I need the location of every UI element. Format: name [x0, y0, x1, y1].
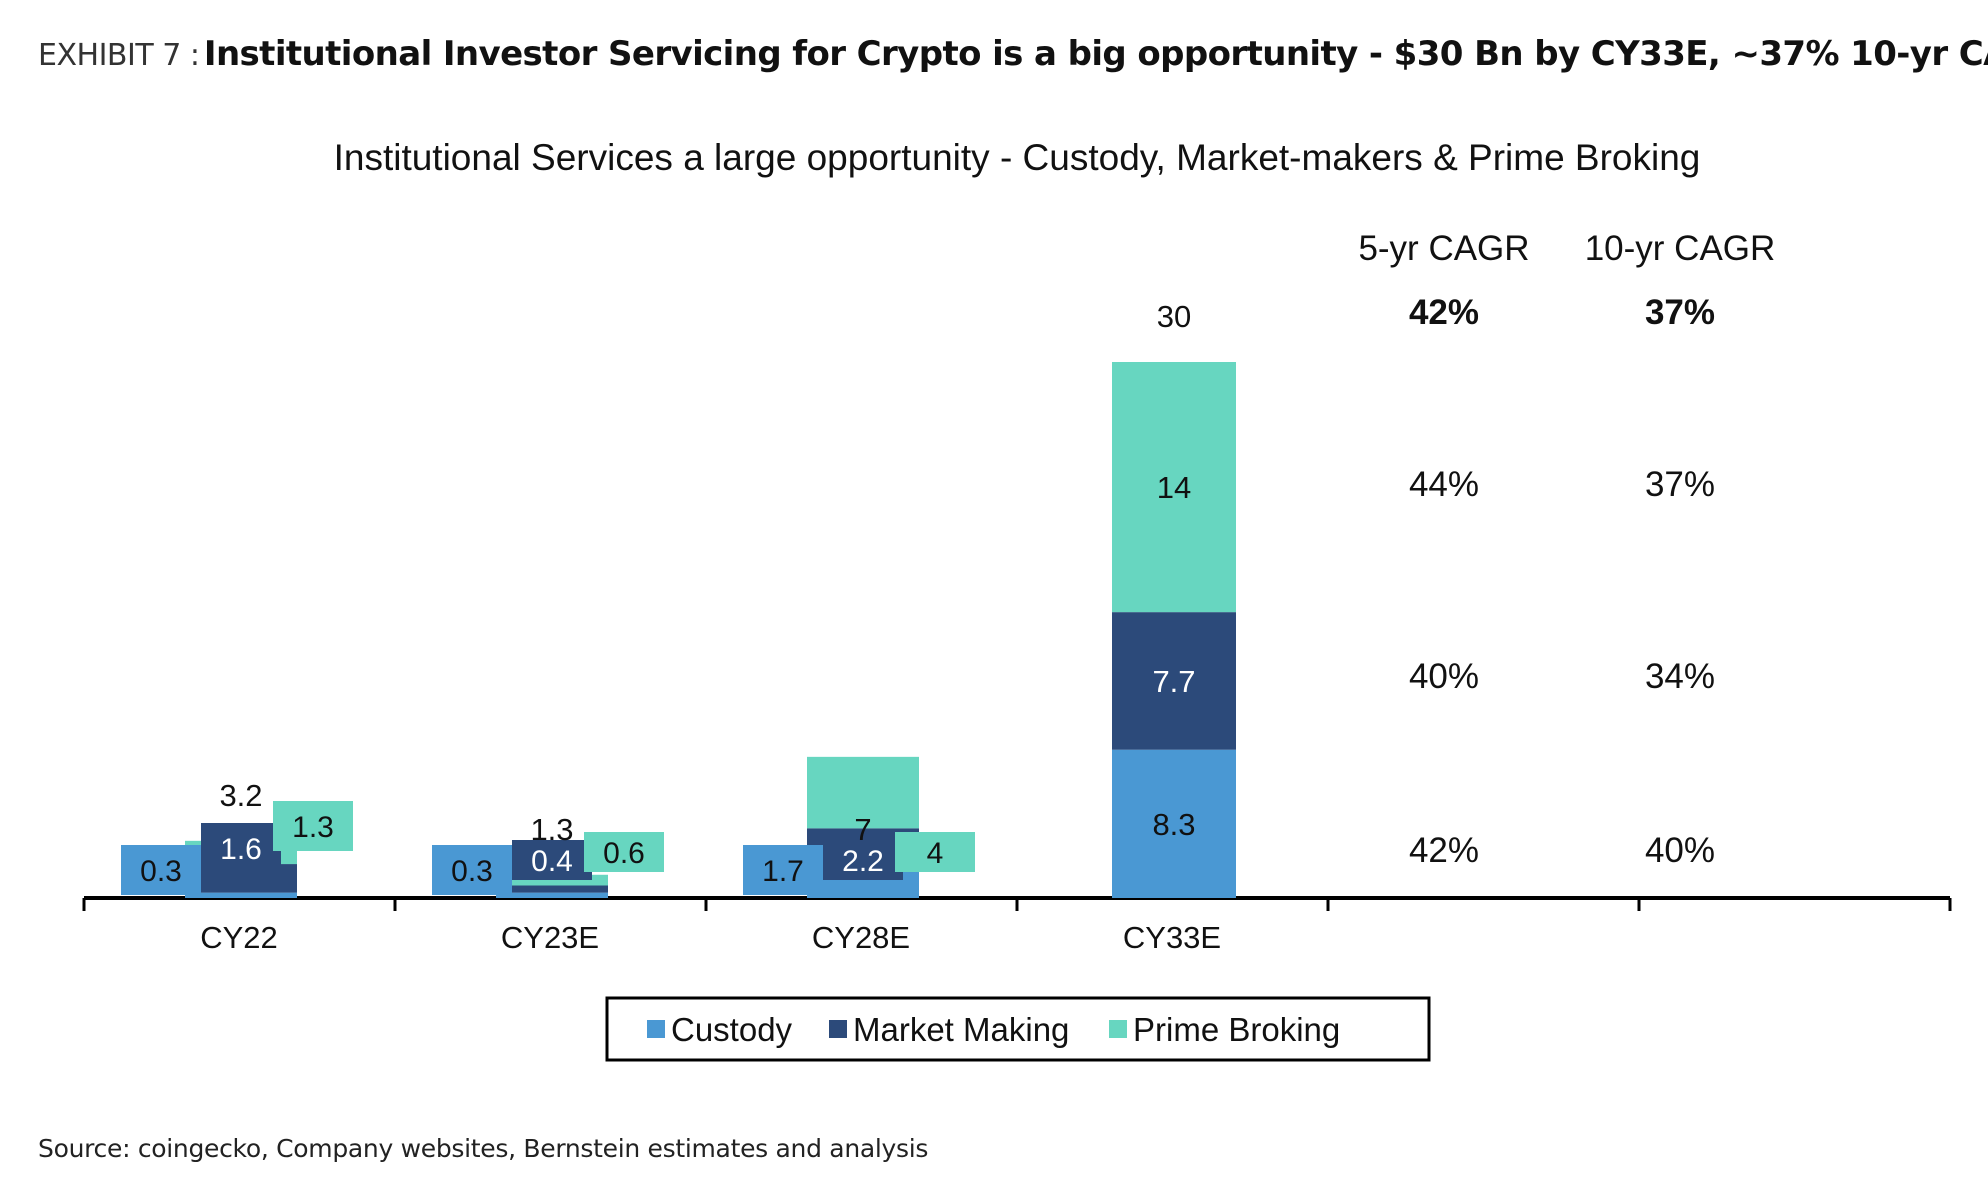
cagr-value-prime-broking: 44% — [1409, 465, 1479, 504]
source-note: Source: coingecko, Company websites, Ber… — [38, 1134, 929, 1163]
segment-label-box-prime-broking — [273, 801, 353, 851]
category-label: CY28E — [812, 920, 910, 955]
segment-label-box-prime-broking — [584, 832, 664, 872]
cagr-value-custody: 42% — [1409, 831, 1479, 870]
bar-segment-market-making — [1112, 612, 1236, 750]
cagr-value-prime-broking: 37% — [1645, 465, 1715, 504]
segment-label-prime-broking: 4 — [927, 837, 944, 870]
bar-total-label: 30 — [1157, 299, 1191, 334]
legend-box — [605, 996, 1431, 1062]
chart-title: Institutional Services a large opportuni… — [334, 137, 1701, 178]
bar-segment-market-making — [496, 885, 608, 893]
segment-label-box-custody — [121, 845, 201, 895]
legend-label-custody: Custody — [671, 1011, 793, 1048]
segment-label-custody: 8.3 — [1152, 807, 1195, 842]
legend-swatch-custody — [647, 1020, 665, 1038]
cagr-header: 5-yr CAGR — [1358, 229, 1529, 268]
cagr-value-total: 42% — [1409, 293, 1479, 332]
cagr-value-market-making: 40% — [1409, 657, 1479, 696]
segment-label-prime-broking: 0.6 — [603, 837, 645, 870]
bar-total-label: 7 — [854, 812, 871, 847]
bar-total-label: 3.2 — [219, 778, 262, 813]
segment-label-box-market-making — [512, 840, 592, 880]
exhibit-header: EXHIBIT 7 : Institutional Investor Servi… — [38, 34, 1988, 74]
segment-label-market-making: 2.2 — [842, 845, 884, 878]
bar-segment-prime-broking — [496, 874, 608, 886]
cagr-header: 10-yr CAGR — [1585, 229, 1776, 268]
segment-label-custody: 0.3 — [451, 855, 493, 888]
bar-segment-custody — [1112, 749, 1236, 898]
segment-label-custody: 1.7 — [762, 855, 804, 888]
segment-label-market-making: 7.7 — [1152, 664, 1195, 699]
exhibit-title: Institutional Investor Servicing for Cry… — [203, 34, 1988, 74]
bar-total-label: 1.3 — [530, 812, 573, 847]
segment-label-prime-broking: 1.3 — [292, 811, 334, 844]
segment-label-box-market-making — [823, 840, 903, 880]
cagr-value-market-making: 34% — [1645, 657, 1715, 696]
bar-segment-custody — [496, 892, 608, 898]
legend-label-prime-broking: Prime Broking — [1133, 1011, 1340, 1048]
segment-label-custody: 0.3 — [140, 855, 182, 888]
segment-label-box-custody — [432, 845, 512, 895]
category-label: CY33E — [1123, 920, 1221, 955]
bar-segment-custody — [185, 892, 297, 898]
legend-swatch-market-making — [829, 1020, 847, 1038]
segment-label-prime-broking: 14 — [1157, 470, 1191, 505]
legend-swatch-prime-broking — [1109, 1020, 1127, 1038]
segment-label-box-market-making — [201, 823, 281, 873]
category-label: CY23E — [501, 920, 599, 955]
legend-label-market-making: Market Making — [853, 1011, 1069, 1048]
bar-segment-prime-broking — [1112, 362, 1236, 613]
segment-label-box-prime-broking — [895, 832, 975, 872]
segment-label-box-custody — [743, 845, 823, 895]
cagr-value-custody: 40% — [1645, 831, 1715, 870]
category-label: CY22 — [200, 920, 278, 955]
segment-label-market-making: 0.4 — [531, 845, 573, 878]
bar-segment-prime-broking — [807, 756, 919, 829]
cagr-value-total: 37% — [1645, 293, 1715, 332]
segment-label-market-making: 1.6 — [220, 833, 262, 866]
exhibit-prefix: EXHIBIT 7 : — [38, 38, 200, 73]
